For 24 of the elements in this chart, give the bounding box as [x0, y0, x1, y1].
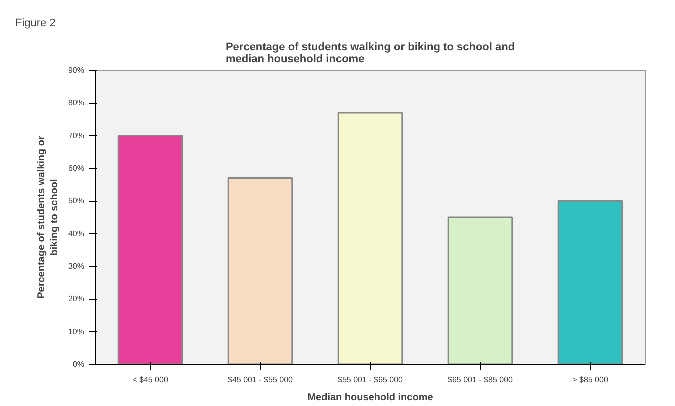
bar: [228, 178, 294, 364]
x-axis-title: Median household income: [308, 392, 434, 404]
x-tick-label: < $45 000: [132, 376, 169, 384]
y-tick-label: 50%: [68, 196, 85, 206]
bar: [558, 200, 624, 364]
y-tick-label: 0%: [72, 360, 84, 369]
x-tick-label: $65 001 - $85 000: [448, 376, 514, 384]
x-tick-label: > $85 000: [572, 376, 609, 384]
y-tick-label: 70%: [68, 131, 85, 140]
y-tick-label: 20%: [68, 294, 85, 304]
y-tick-label: 30%: [68, 262, 85, 271]
x-tick-label: $55 001 - $65 000: [338, 376, 404, 384]
y-tick-label: 90%: [68, 66, 85, 75]
bar: [448, 216, 514, 364]
chart-title: Percentage of students walking or biking to school and median household income: [226, 42, 516, 66]
bar: [118, 135, 184, 364]
caption: Figure 2: [16, 18, 56, 30]
y-tick-label: 40%: [68, 229, 85, 238]
y-tick-label: 10%: [68, 327, 85, 336]
y-tick-label: 80%: [68, 98, 85, 108]
y-axis-title: Percentage of students walking or biking to school: [36, 136, 60, 299]
x-tick-label: $45 001 - $55 000: [228, 376, 294, 384]
bar: [338, 112, 404, 364]
y-tick-label: 60%: [68, 164, 85, 173]
